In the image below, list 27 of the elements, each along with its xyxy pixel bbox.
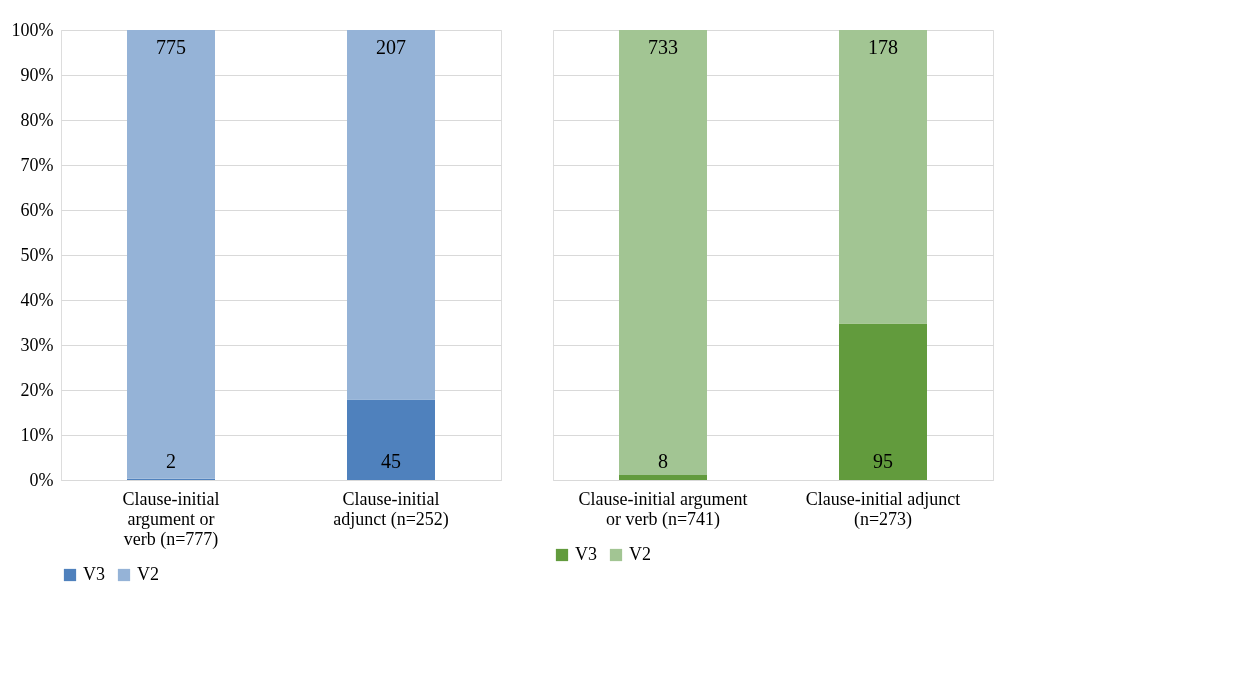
- y-tick-label: 40%: [20, 289, 54, 310]
- y-tick-label: 20%: [20, 379, 54, 400]
- y-tick-label: 10%: [20, 424, 54, 445]
- x-tick-label: Clause-initial argument or verb (n=741): [578, 488, 748, 530]
- annotation: 207: [376, 36, 406, 58]
- y-tick-label: 100%: [11, 19, 54, 40]
- annotation: 775: [156, 36, 186, 58]
- legend-label: V2: [629, 544, 651, 564]
- annotation: 8: [658, 450, 668, 472]
- annotation: 95: [873, 450, 893, 472]
- legend-label: V3: [83, 564, 105, 584]
- legend-label: V3: [575, 544, 597, 564]
- x-tick-label: Clause-initial adjunct (n=252): [333, 488, 449, 530]
- y-tick-label: 50%: [20, 244, 54, 265]
- legend-label: V2: [137, 564, 159, 584]
- annotation: 178: [868, 36, 898, 58]
- annotation: 733: [648, 36, 678, 58]
- x-tick-label: Clause-initial argument or verb (n=777): [122, 488, 220, 550]
- annotation: 2: [166, 450, 176, 472]
- annotation: 45: [381, 450, 401, 472]
- x-tick-label: Clause-initial adjunct (n=273): [805, 488, 961, 530]
- y-tick-label: 30%: [20, 334, 54, 355]
- y-tick-label: 0%: [29, 469, 54, 490]
- y-tick-label: 60%: [20, 199, 54, 220]
- y-tick-label: 90%: [20, 64, 54, 85]
- y-tick-label: 80%: [20, 109, 54, 130]
- y-tick-label: 70%: [20, 154, 54, 175]
